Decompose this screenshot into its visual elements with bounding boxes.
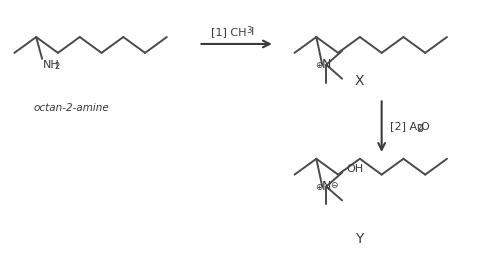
Text: ⊕: ⊕ (316, 61, 323, 70)
Text: 2: 2 (54, 62, 59, 71)
Text: Y: Y (355, 232, 363, 246)
Text: N: N (322, 180, 331, 193)
Text: O: O (420, 122, 429, 132)
Text: ⊕: ⊕ (316, 183, 323, 192)
Text: 2: 2 (416, 124, 421, 133)
Text: octan-2-amine: octan-2-amine (34, 103, 110, 113)
Text: N: N (322, 58, 331, 71)
Text: NH: NH (43, 60, 60, 70)
Text: ⊖: ⊖ (330, 181, 338, 190)
Text: X: X (354, 74, 364, 87)
Text: [1] CH: [1] CH (211, 27, 247, 37)
Text: OH: OH (346, 164, 363, 174)
Text: I: I (250, 27, 254, 37)
Text: [2] Ag: [2] Ag (389, 122, 424, 132)
Text: 3: 3 (247, 26, 252, 35)
